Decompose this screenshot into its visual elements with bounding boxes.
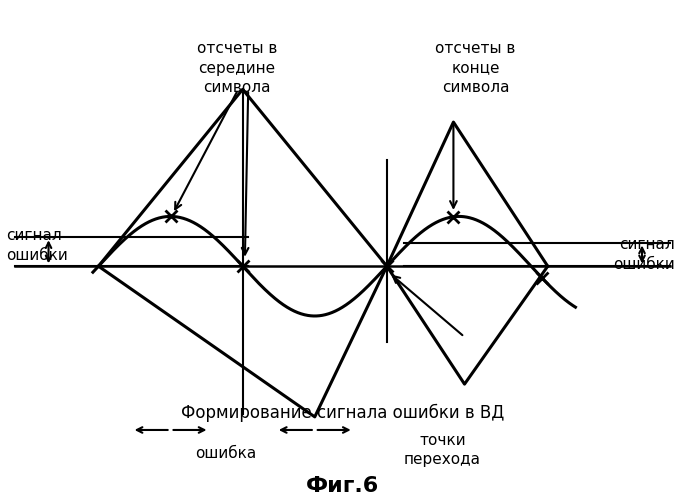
Text: Формирование сигнала ошибки в ВД: Формирование сигнала ошибки в ВД [181,404,504,422]
Text: отсчеты в
середине
символа: отсчеты в середине символа [197,41,277,96]
Text: ошибка: ошибка [195,446,257,460]
Text: сигнал
ошибки: сигнал ошибки [614,237,675,272]
Text: отсчеты в
конце
символа: отсчеты в конце символа [436,41,516,96]
Text: сигнал
ошибки: сигнал ошибки [6,228,68,262]
Text: Фиг.6: Фиг.6 [306,476,379,496]
Text: точки
перехода: точки перехода [404,432,481,468]
